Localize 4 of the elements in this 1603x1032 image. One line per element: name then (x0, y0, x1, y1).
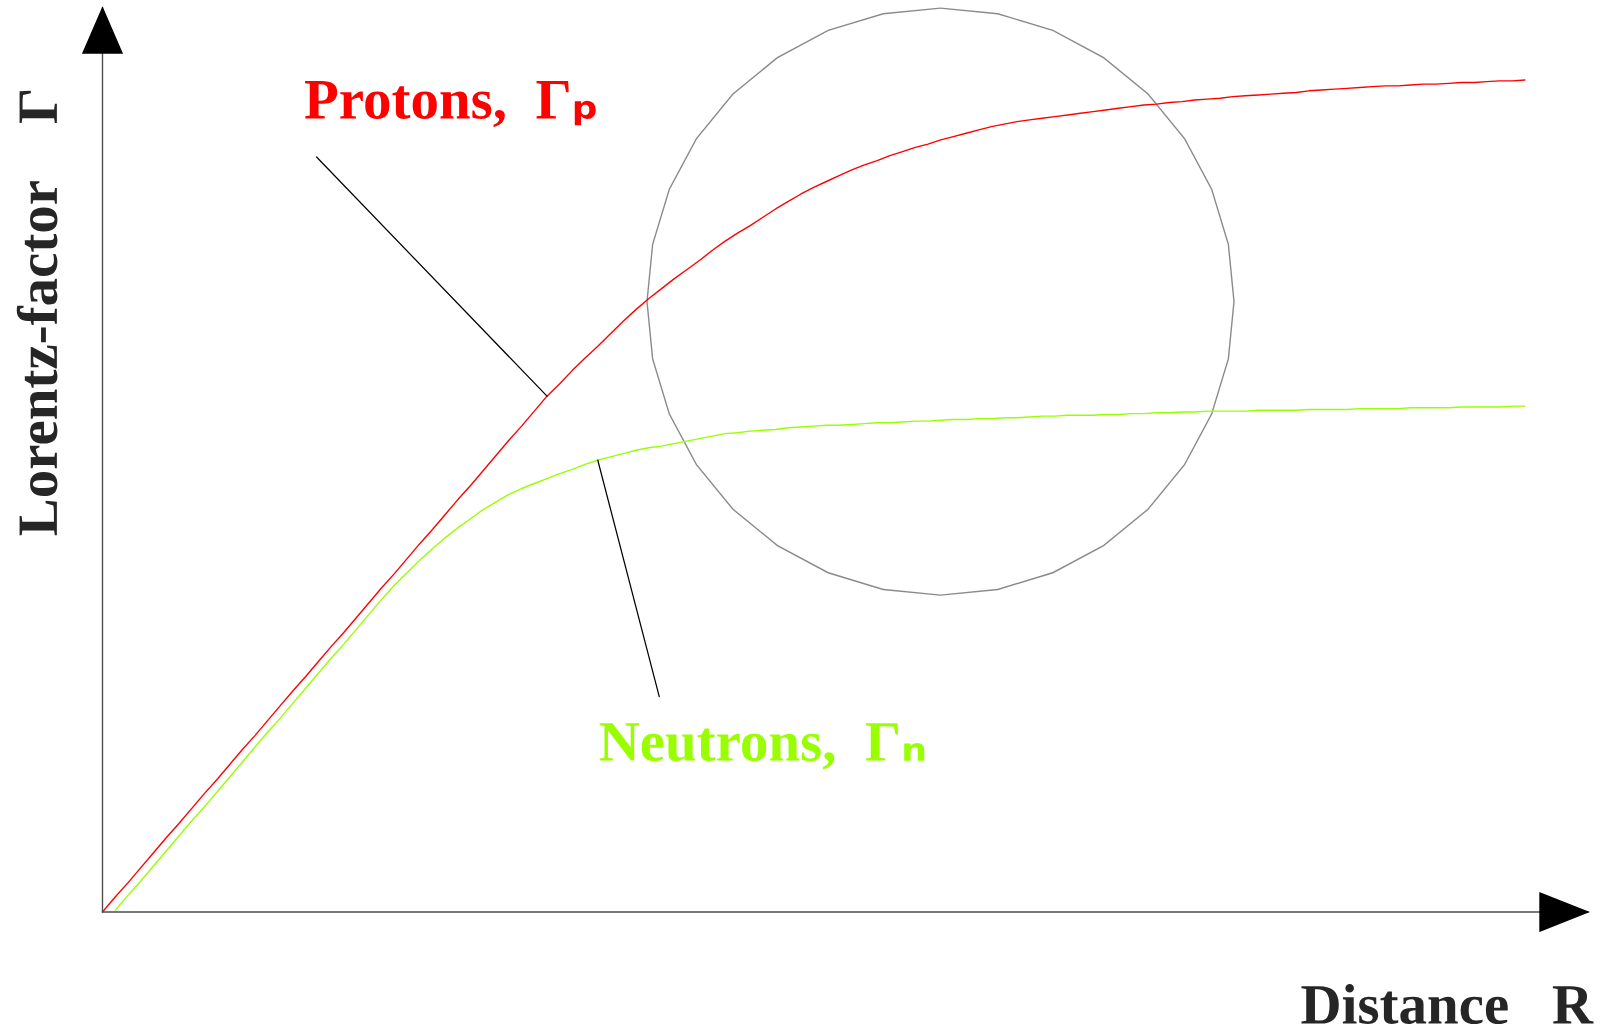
x-axis-title: Distance R (1301, 983, 1594, 1025)
y-axis-title: Lorentz-factor Γ (16, 90, 58, 536)
text: Protons, Γₚ (304, 81, 596, 128)
text: Neutrons, Γₙ (599, 723, 925, 770)
